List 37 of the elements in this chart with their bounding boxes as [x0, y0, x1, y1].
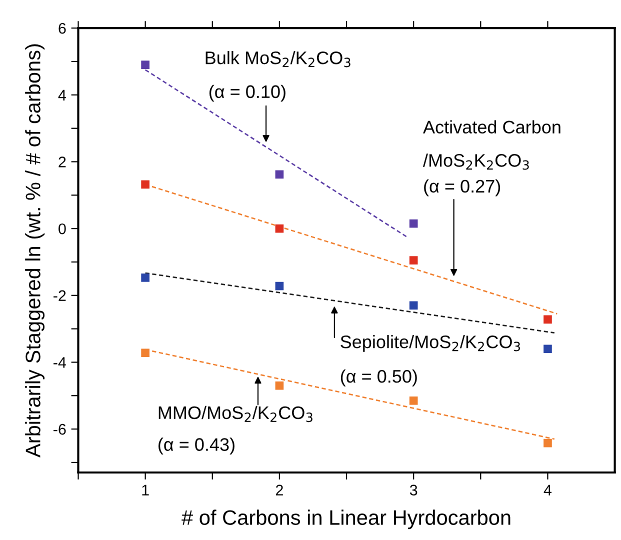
y-tick-label: -4	[54, 357, 66, 368]
y-tick-label: -6	[54, 424, 66, 435]
x-tick-label: 1	[142, 484, 149, 496]
point	[544, 315, 552, 324]
annotation: Activated Carbon	[423, 120, 560, 134]
x-axis-title: # of Carbons in Linear Hyrdocarbon	[182, 510, 510, 530]
y-tick-label: -2	[54, 290, 66, 301]
y-tick-label: 0	[58, 223, 66, 234]
annotation: (α = 0.27)	[424, 179, 500, 196]
x-tick-label: 4	[544, 484, 552, 496]
point	[544, 344, 552, 354]
point	[275, 224, 284, 233]
annotation: (α = 0.50)	[340, 370, 417, 386]
annotation: Sepiolite/MoS$_{2}$/K$_{2}$CO$_{3}$	[340, 335, 520, 352]
point	[409, 219, 418, 228]
y-axis-title: Arbitrarily Staggered ln (wt. % / # of carbons)	[25, 44, 45, 458]
point	[409, 301, 418, 310]
annotation: /MoS$_{2}$K$_{2}$CO$_{3}$	[422, 154, 529, 170]
point	[141, 180, 150, 189]
point	[275, 381, 284, 390]
point	[544, 438, 552, 448]
annotation: Bulk MoS$_{2}$/K$_{2}$CO$_{3}$	[206, 50, 350, 68]
y-tick-label: 2	[58, 156, 66, 168]
point	[409, 396, 418, 405]
y-tick-label: 6	[58, 22, 66, 34]
point	[141, 274, 150, 282]
point	[141, 348, 150, 358]
point	[275, 282, 284, 290]
y-tick-label: 4	[58, 90, 66, 100]
x-tick-label: 3	[410, 484, 418, 496]
annotation: MMO/MoS$_{2}$/K$_{2}$CO$_{3}$	[158, 406, 312, 422]
x-tick-label: 2	[276, 484, 283, 496]
annotation: (α = 0.43)	[158, 438, 234, 455]
point	[409, 256, 418, 264]
point	[141, 60, 150, 70]
annotation: (α = 0.10)	[209, 84, 286, 102]
point	[275, 170, 284, 179]
